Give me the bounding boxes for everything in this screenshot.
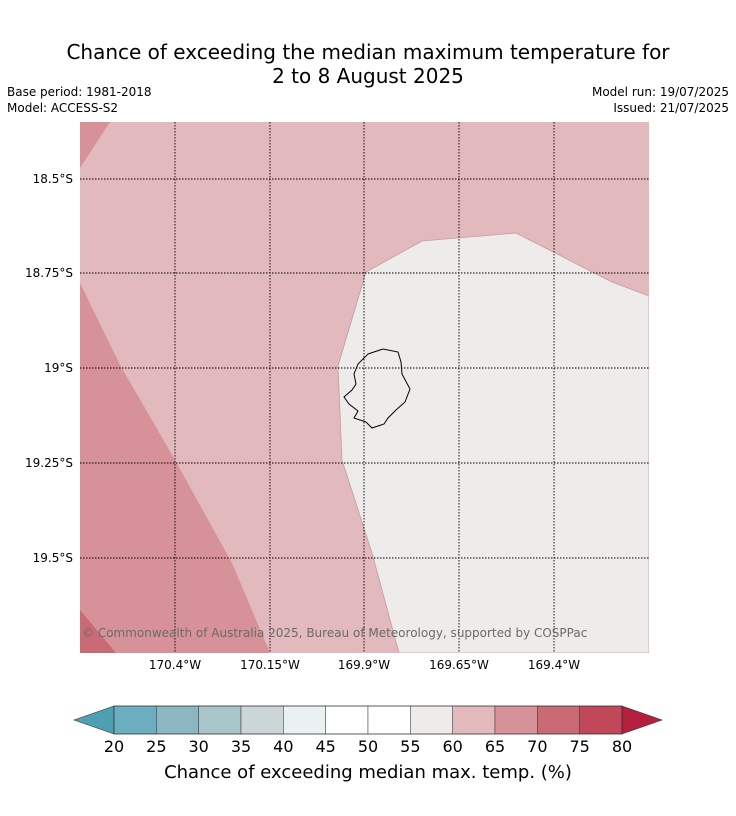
graticule <box>80 122 649 653</box>
colorbar-segment-40-45 <box>283 705 326 735</box>
colorbar-under-arrow <box>73 705 115 735</box>
colorbar-frame <box>113 705 623 735</box>
map-title-line-1: Chance of exceeding the median maximum t… <box>66 40 670 64</box>
colorbar-segment-50-55 <box>367 705 411 735</box>
colorbar-tick-70: 70 <box>527 737 547 756</box>
niue-island-outline <box>343 348 411 429</box>
colorbar-tick-40: 40 <box>273 737 293 756</box>
model-run-text: Model run: 19/07/2025 <box>591 85 729 99</box>
colorbar-tick-75: 75 <box>569 737 589 756</box>
colorbar-segment-20-25 <box>113 705 157 735</box>
colorbar-tick-35: 35 <box>231 737 251 756</box>
colorbar-segment-45-50 <box>325 705 369 735</box>
colorbar-tick-20: 20 <box>104 737 124 756</box>
copyright-notice: © Commonwealth of Australia 2025, Bureau… <box>82 626 587 640</box>
lon-label-170-15: 170.15°W <box>240 658 300 672</box>
colorbar: 20 25 30 35 40 45 50 55 60 65 70 75 80 Chance of exc… <box>73 705 663 783</box>
colorbar-over-arrow <box>621 705 663 735</box>
band-55-60-region <box>337 232 649 653</box>
colorbar-segment-35-40 <box>240 705 284 735</box>
lat-label-19-5: 19.5°S <box>33 551 73 565</box>
colorbar-tick-65: 65 <box>485 737 505 756</box>
colorbar-tick-25: 25 <box>146 737 166 756</box>
map-title-line-2: 2 to 8 August 2025 <box>272 64 464 88</box>
colorbar-label: Chance of exceeding median max. temp. (%… <box>164 762 572 783</box>
lat-label-18-75: 18.75°S <box>25 266 73 280</box>
probability-fill-layer <box>80 122 649 653</box>
colorbar-segment-60-65 <box>452 705 496 735</box>
base-period-text: Base period: 1981-2018 <box>7 85 152 99</box>
colorbar-segment-70-75 <box>537 705 580 735</box>
issued-text: Issued: 21/07/2025 <box>613 101 729 115</box>
lat-label-18-5: 18.5°S <box>33 172 73 186</box>
model-text: Model: ACCESS-S2 <box>7 101 119 115</box>
lat-label-19: 19°S <box>44 361 73 375</box>
lat-label-19-25: 19.25°S <box>25 456 73 470</box>
colorbar-segment-65-70 <box>494 705 538 735</box>
lon-label-169-9: 169.9°W <box>338 658 390 672</box>
band-70-75-region <box>80 610 116 653</box>
colorbar-segment-25-30 <box>156 705 199 735</box>
colorbar-tick-80: 80 <box>612 737 632 756</box>
colorbar-ticks: 20 25 30 35 40 45 50 55 60 65 70 75 80 <box>104 737 632 756</box>
colorbar-tick-45: 45 <box>315 737 335 756</box>
colorbar-tick-55: 55 <box>400 737 420 756</box>
colorbar-segments <box>113 705 623 735</box>
band-65-70-region-top <box>80 122 110 168</box>
lon-label-169-65: 169.65°W <box>429 658 489 672</box>
colorbar-tick-50: 50 <box>358 737 378 756</box>
colorbar-tick-30: 30 <box>188 737 208 756</box>
colorbar-segment-75-80 <box>579 705 623 735</box>
lon-label-170-4: 170.4°W <box>149 658 201 672</box>
colorbar-segment-55-60 <box>410 705 453 735</box>
colorbar-segment-30-35 <box>198 705 242 735</box>
lon-label-169-4: 169.4°W <box>528 658 580 672</box>
colorbar-tick-60: 60 <box>442 737 462 756</box>
